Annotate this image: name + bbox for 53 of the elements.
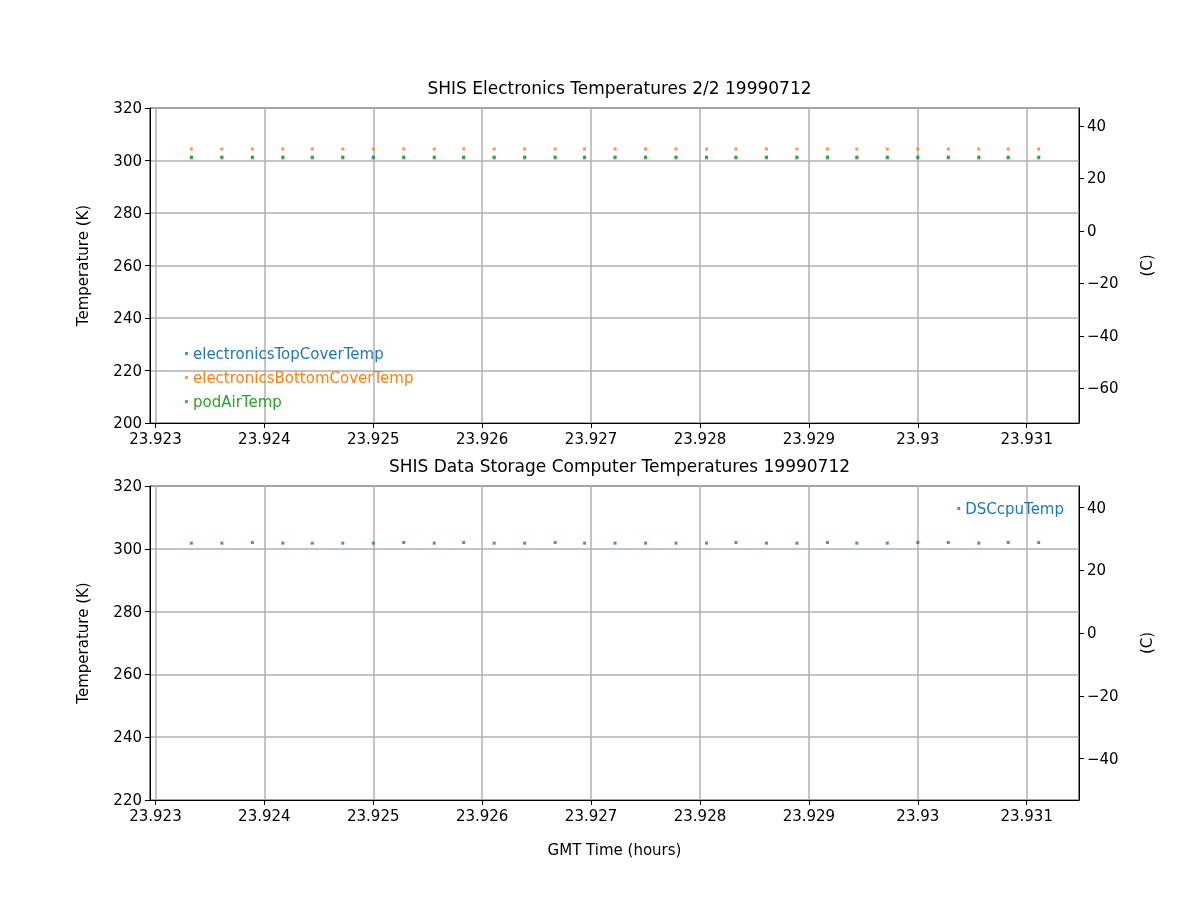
x-tick-label: 23.925 [347,429,400,448]
legend-label: electronicsBottomCoverTemp [193,368,414,387]
x-tick-label: 23.928 [673,806,727,825]
x-tick-label: 23.929 [782,429,836,448]
chart-title: SHIS Data Storage Computer Temperatures 19990712 [388,455,851,476]
y-tick-label: 240 [113,728,142,747]
y-tick-label: 220 [113,791,142,809]
y-tick-label: 280 [113,204,142,222]
y2-tick-label: 20 [1087,561,1107,580]
y-tick-label: 300 [113,151,142,170]
y-tick-label: 320 [113,477,142,495]
y-tick-label: 200 [113,414,142,432]
y2-tick-label: 40 [1087,498,1107,517]
x-tick-label: 23.928 [673,429,727,448]
x-tick-label: 23.926 [455,806,509,825]
x-tick-label: 23.931 [1000,429,1053,448]
x-tick-label: 23.924 [238,429,291,448]
y2-tick-label: 0 [1087,624,1097,643]
x-tick-label: 23.927 [564,429,618,448]
y2-tick-label: −20 [1087,686,1119,705]
x-tick-label: 23.927 [564,806,618,825]
y2-tick-label: −20 [1087,274,1119,293]
x-tick-label: 23.926 [455,429,509,448]
x-tick-label: 23.929 [782,806,836,825]
y-tick-label: 240 [113,309,142,327]
x-axis-title: GMT Time (hours) [547,840,682,859]
y2-tick-label: 20 [1087,169,1107,188]
y-tick-label: 260 [113,665,142,684]
x-tick-label: 23.923 [129,429,182,448]
x-tick-label: 23.931 [1000,806,1053,825]
chart-title: SHIS Electronics Temperatures 2/2 19990712 [427,77,812,98]
y2-tick-label: 40 [1087,116,1107,135]
x-tick-label: 23.93 [896,806,940,825]
y2-axis-title: (C) [1137,631,1156,655]
legend-label: electronicsTopCoverTemp [193,344,384,363]
y-axis-title: Temperature (K) [73,582,92,705]
y-tick-label: 220 [113,361,142,380]
y-tick-label: 260 [113,256,142,275]
y-tick-label: 300 [113,539,142,558]
legend-label: DSCcpuTemp [965,499,1064,518]
x-tick-label: 23.925 [347,806,400,825]
y-tick-label: 320 [113,99,142,117]
legend-label: podAirTemp [193,392,282,411]
y2-tick-label: 0 [1087,221,1097,240]
x-tick-label: 23.923 [129,806,182,825]
x-tick-label: 23.93 [896,429,940,448]
y-axis-title: Temperature (K) [73,204,92,328]
y2-tick-label: −60 [1087,379,1119,398]
y2-axis-title: (C) [1137,254,1156,277]
y2-tick-label: −40 [1087,326,1119,345]
y2-tick-label: −40 [1087,749,1119,768]
x-tick-label: 23.924 [238,806,291,825]
y-tick-label: 280 [113,602,142,621]
